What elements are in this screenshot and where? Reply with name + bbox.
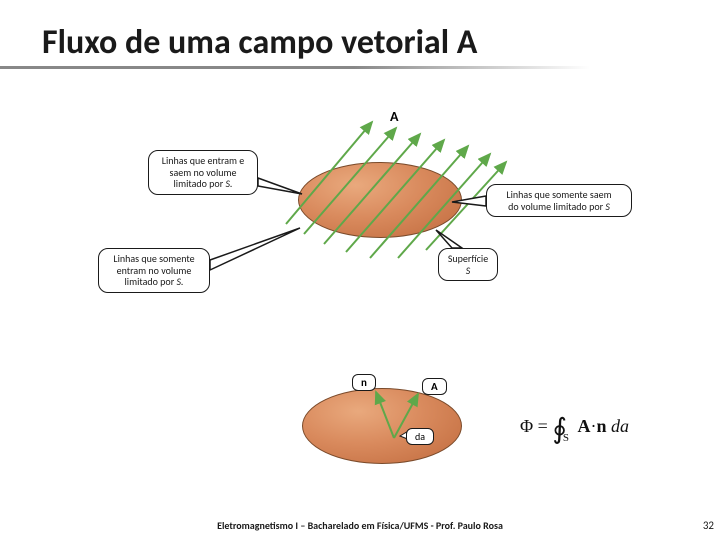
footer-text: Eletromagnetismo I – Bacharelado em Físi… (217, 519, 503, 532)
label-normal-n: n (352, 374, 376, 391)
label-da: da (406, 428, 434, 445)
slide-footer: Eletromagnetismo I – Bacharelado em Físi… (0, 519, 720, 532)
page-number: 32 (703, 519, 714, 532)
pagenum-text: 32 (703, 519, 714, 532)
a-text: A (431, 380, 438, 393)
formula-sub: S (563, 432, 569, 444)
diagram2-vectors (0, 0, 720, 520)
label-vector-a: A (422, 378, 447, 395)
n-text: n (361, 376, 367, 389)
flux-formula: Φ = ∮S A·n da (520, 416, 629, 440)
da-text: da (415, 430, 425, 443)
